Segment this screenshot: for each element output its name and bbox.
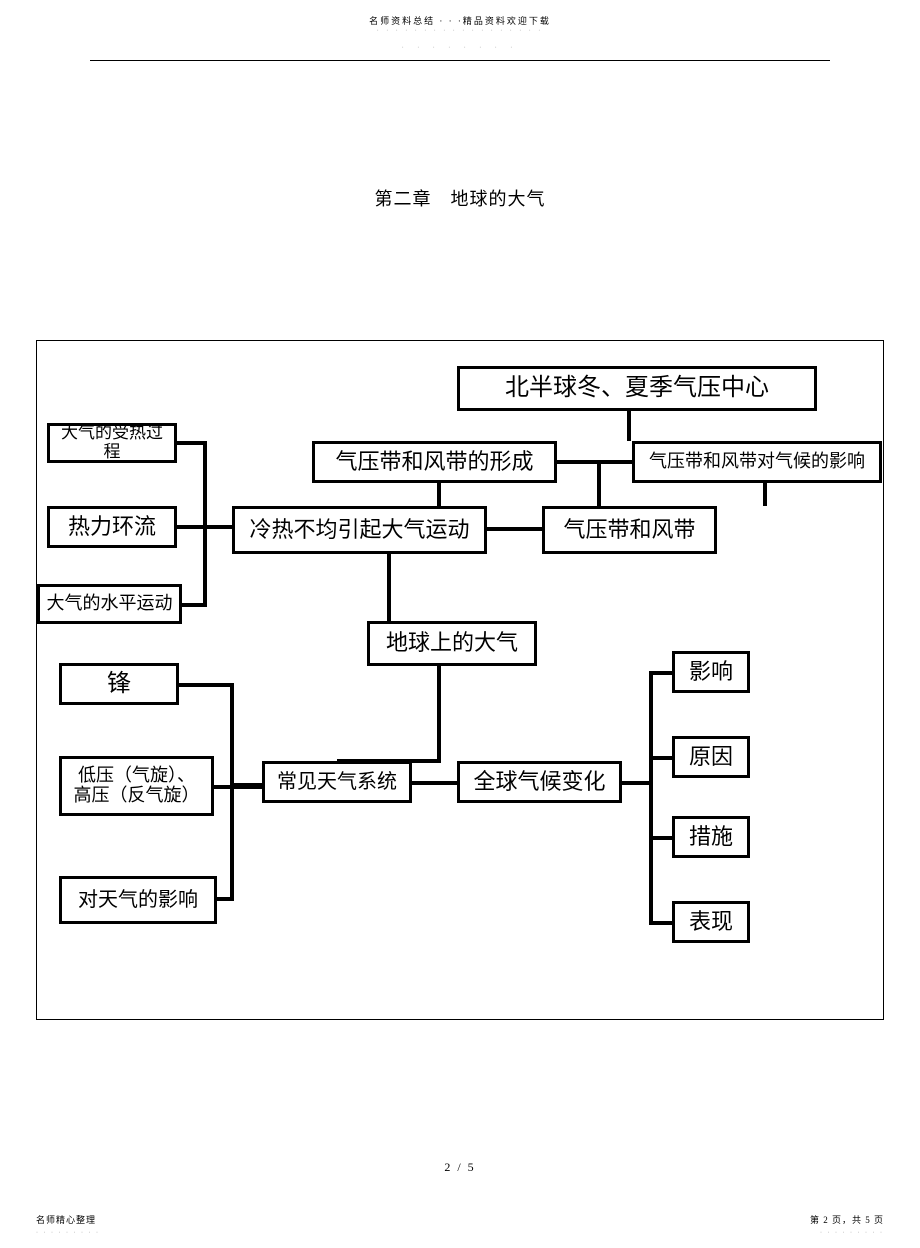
connector-line xyxy=(649,671,653,923)
footer-left-dots: · · · · · · · · · xyxy=(36,1230,100,1236)
connector-line xyxy=(597,460,601,506)
connector-line xyxy=(437,483,441,506)
page-number: 2 / 5 xyxy=(0,1160,920,1175)
node-n11: 影响 xyxy=(672,651,750,693)
connector-line xyxy=(649,671,672,675)
node-n4: 气压带和风带对气候的影响 xyxy=(632,441,882,483)
chapter-title: 第二章 地球的大气 xyxy=(0,185,920,211)
node-n8: 大气的水平运动 xyxy=(37,584,182,624)
node-n18: 表现 xyxy=(672,901,750,943)
node-n17: 对天气的影响 xyxy=(59,876,217,924)
connector-line xyxy=(649,921,672,925)
connector-line xyxy=(203,441,207,607)
connector-line xyxy=(437,666,441,761)
connector-line xyxy=(230,683,234,901)
node-n1: 北半球冬、夏季气压中心 xyxy=(457,366,817,411)
header-rule xyxy=(90,60,830,61)
footer-left: 名师精心整理 xyxy=(36,1213,96,1226)
connector-line xyxy=(412,781,457,785)
connector-line xyxy=(649,756,672,760)
node-n5: 热力环流 xyxy=(47,506,177,548)
connector-line xyxy=(179,683,234,687)
connector-line xyxy=(387,554,391,621)
connector-line xyxy=(627,411,631,441)
connector-line xyxy=(622,781,652,785)
footer-right: 第 2 页，共 5 页 xyxy=(810,1213,884,1226)
node-n10: 锋 xyxy=(59,663,179,705)
concept-diagram: 北半球冬、夏季气压中心大气的受热过程 气压带和风带的形成 气压带和风带对气候的影响热… xyxy=(36,340,884,1020)
node-n7: 气压带和风带 xyxy=(542,506,717,554)
footer-right-dots: · · · · · · · · · xyxy=(820,1230,884,1236)
node-n6: 冷热不均引起大气运动 xyxy=(232,506,487,554)
node-n15: 原因 xyxy=(672,736,750,778)
node-n14: 全球气候变化 xyxy=(457,761,622,803)
connector-line xyxy=(487,527,542,531)
connector-line xyxy=(557,460,632,464)
connector-line xyxy=(230,783,262,787)
node-n3: 气压带和风带的形成 xyxy=(312,441,557,483)
node-n9: 地球上的大气 xyxy=(367,621,537,666)
connector-line xyxy=(649,836,672,840)
node-n2: 大气的受热过程 xyxy=(47,423,177,463)
node-n13: 常见天气系统 xyxy=(262,761,412,803)
header-sub: · · · · · · · · xyxy=(0,45,920,51)
header-dots: · · · · · · · · · · · · · · · · · · xyxy=(0,28,920,34)
node-n12: 低压（气旋）、高压（反气旋） xyxy=(59,756,214,816)
header-top: 名师资料总结 · · ·精品资料欢迎下载 xyxy=(0,14,920,27)
node-n16: 措施 xyxy=(672,816,750,858)
